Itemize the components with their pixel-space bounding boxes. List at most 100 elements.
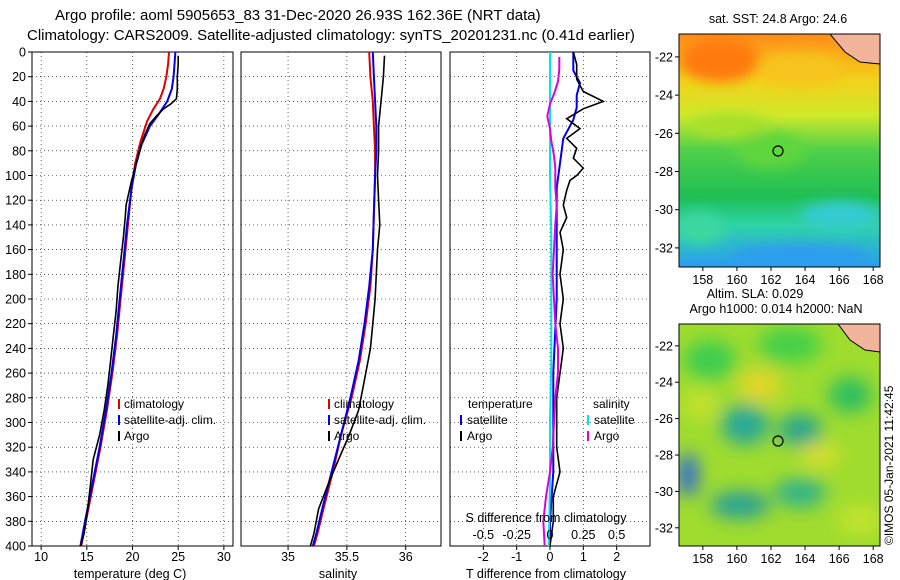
map-y-tick-label: -30 [655, 485, 673, 499]
depth-tick-label: 260 [5, 367, 26, 381]
depth-tick-label: 220 [5, 317, 26, 331]
depth-tick-label: 320 [5, 441, 26, 455]
map-y-tick-label: -24 [655, 376, 673, 390]
map-y-tick-label: -30 [655, 203, 673, 217]
depth-tick-label: 0 [19, 46, 26, 60]
legend-swatch-s-argo [587, 431, 589, 441]
depth-tick-label: 360 [5, 490, 26, 504]
salinity-line-climatology [312, 52, 377, 546]
map-x-tick-label: 158 [692, 552, 713, 566]
map-y-tick-label: -24 [655, 89, 673, 103]
depth-tick-label: 300 [5, 416, 26, 430]
depth-tick-label: 40 [12, 95, 26, 109]
top-tick-label: -0.25 [502, 528, 531, 542]
land-new-caledonia [829, 34, 880, 65]
sst-map-title: sat. SST: 24.8 Argo: 24.6 [709, 12, 847, 26]
temperature-xlabel: temperature (deg C) [74, 567, 187, 580]
legend-label: satellite [594, 413, 635, 427]
difference-legend-temperature: temperature satellite Argo [460, 397, 533, 443]
salinity-line-argo [309, 55, 386, 546]
depth-axis: 0 20 40 60 80 100 120 140 160 180 200 220 240 260 280 3… [5, 46, 32, 554]
map-x-tick-label: 160 [726, 552, 747, 566]
top-tick-label: -0.5 [473, 528, 495, 542]
legend-swatch-t-argo [460, 431, 462, 441]
x-tick-label: 2 [613, 550, 620, 564]
sla-map-subtitle: Argo h1000: 0.014 h2000: NaN [689, 302, 862, 316]
depth-tick-label: 160 [5, 243, 26, 257]
map-x-tick-label: 166 [829, 552, 850, 566]
top-tick-label: 0.25 [571, 528, 595, 542]
imos-credit: ©IMOS 05-Jan-2021 11:42:45 [882, 385, 896, 545]
legend-swatch-climatology [328, 399, 330, 409]
depth-tick-label: 120 [5, 194, 26, 208]
sla-map [679, 324, 880, 546]
depth-tick-label: 140 [5, 218, 26, 232]
legend-swatch-argo [328, 431, 330, 441]
map-x-tick-label: 158 [692, 273, 713, 287]
sst-field-detail [679, 38, 880, 265]
depth-tick-label: 280 [5, 391, 26, 405]
x-tick-label: 0 [547, 550, 554, 564]
x-tick-label: 15 [80, 550, 94, 564]
x-tick-label: 1 [580, 550, 587, 564]
map-x-tick-label: 164 [795, 552, 816, 566]
legend-heading: salinity [593, 397, 630, 411]
land-new-caledonia [837, 324, 880, 353]
legend-label: Argo [467, 429, 493, 443]
differences-line-t-argo [549, 52, 606, 546]
legend-heading: temperature [468, 397, 533, 411]
x-tick-label: 36 [399, 550, 413, 564]
map-y-tick-label: -26 [655, 412, 673, 426]
legend-swatch-argo [118, 431, 120, 441]
x-tick-label: 35.5 [335, 550, 359, 564]
depth-tick-label: 100 [5, 169, 26, 183]
salinity-series-group [309, 52, 386, 546]
salinity-xlabel: salinity [319, 567, 358, 580]
top-tick-label: 0.5 [608, 528, 625, 542]
map-y-tick-label: -22 [655, 50, 673, 64]
legend-swatch-satellite [118, 415, 120, 425]
temperature-series-group [79, 52, 179, 546]
depth-tick-label: 180 [5, 268, 26, 282]
difference-legend-salinity: salinity satellite Argo [587, 397, 635, 443]
legend-swatch-t-satellite [460, 415, 462, 425]
map-x-tick-label: 164 [795, 273, 816, 287]
map-x-tick-label: 162 [761, 552, 782, 566]
depth-tick-label: 60 [12, 120, 26, 134]
difference-xlabel: T difference from climatology [466, 567, 627, 580]
x-tick-label: 10 [34, 550, 48, 564]
legend-label: Argo [334, 429, 360, 443]
top-tick-label: 0 [547, 528, 554, 542]
legend-swatch-climatology [118, 399, 120, 409]
sst-map-frame [678, 33, 881, 268]
x-tick-label: 35 [281, 550, 295, 564]
legend-label: satellite [467, 413, 508, 427]
depth-tick-label: 380 [5, 515, 26, 529]
x-tick-label: -1 [511, 550, 522, 564]
map-x-tick-label: 166 [829, 273, 850, 287]
map-y-tick-label: -32 [655, 521, 673, 535]
legend-swatch-s-satellite [587, 415, 589, 425]
sla-map-axes: 158 160 162 164 166 168 -22 -24 -26 -28 -30 -32 [655, 339, 884, 566]
legend-label: climatology [124, 397, 184, 411]
figure-title: Argo profile: aoml 5905653_83 31-Dec-202… [55, 7, 541, 24]
sla-field-detail [679, 327, 880, 534]
legend-label: satellite-adj. clim. [124, 413, 216, 427]
legend-label: climatology [334, 397, 394, 411]
map-y-tick-label: -28 [655, 165, 673, 179]
map-y-tick-label: -22 [655, 339, 673, 353]
legend-label: Argo [594, 429, 620, 443]
argo-position-marker [772, 435, 784, 447]
depth-tick-label: 80 [12, 144, 26, 158]
salinity-line-satellite-adj-clim- [311, 52, 378, 546]
argo-position-marker [772, 145, 784, 157]
legend-label: satellite-adj. clim. [334, 413, 426, 427]
map-x-tick-label: 168 [863, 273, 884, 287]
figure-subtitle: Climatology: CARS2009. Satellite-adjuste… [27, 27, 635, 44]
sst-map-axes: 158 160 162 164 166 168 -22 -24 -26 -28 -30 -32 [655, 50, 884, 287]
sst-map [679, 34, 880, 267]
differences-line-s-argo [542, 56, 561, 546]
temperature-line-satellite-adj-clim- [79, 52, 177, 546]
x-tick-label: 30 [217, 550, 231, 564]
temperature-legend: climatology satellite-adj. clim. Argo [118, 397, 216, 443]
